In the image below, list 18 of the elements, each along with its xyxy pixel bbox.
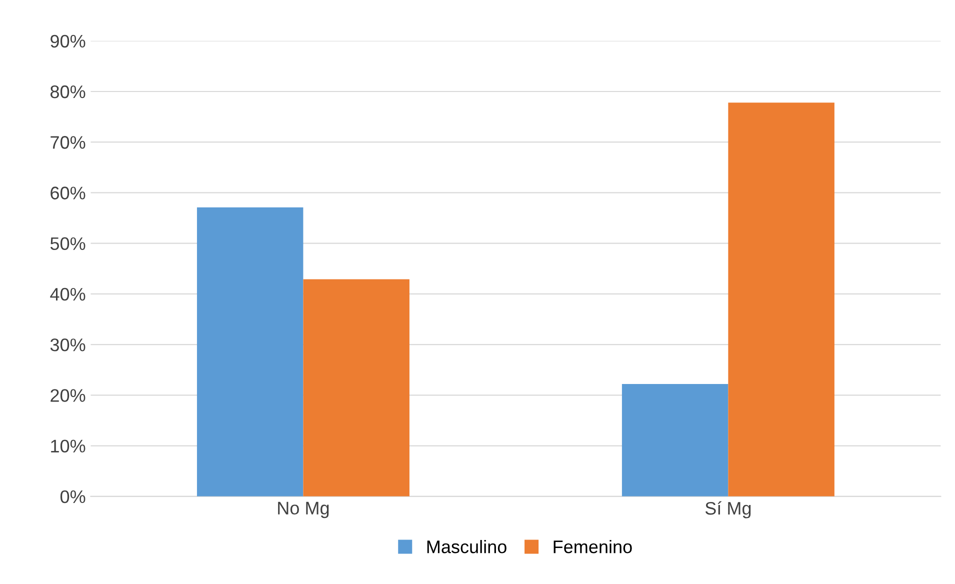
- y-tick-label: 50%: [50, 237, 86, 250]
- y-tick-label: 80%: [50, 85, 86, 98]
- y-tick-label: 90%: [50, 34, 86, 48]
- y-tick-label: 70%: [50, 136, 86, 149]
- y-tick-label: 0%: [60, 490, 86, 504]
- y-tick-label: 20%: [50, 389, 86, 402]
- legend-label: Masculino: [427, 540, 506, 554]
- y-tick-label: 10%: [51, 440, 86, 453]
- bar: [196, 207, 304, 496]
- bar: [728, 102, 834, 496]
- x-tick-label: Sí Mg: [705, 501, 751, 518]
- legend-label: Femenino: [554, 540, 632, 554]
- bar: [303, 279, 410, 496]
- y-tick-label: 40%: [50, 288, 86, 301]
- x-tick-label: No Mg: [278, 502, 329, 518]
- y-tick-label: 60%: [50, 186, 86, 200]
- y-tick-label: 30%: [50, 338, 86, 352]
- bar: [622, 384, 728, 496]
